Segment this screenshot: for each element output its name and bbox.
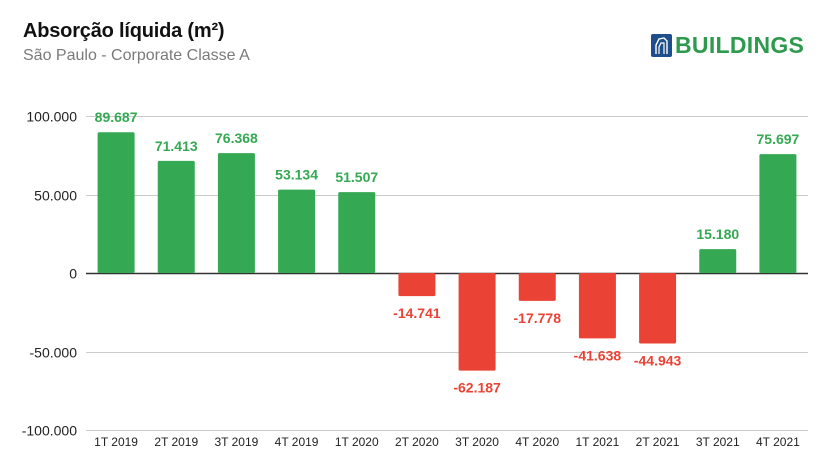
x-tick-label: 1T 2019: [94, 435, 138, 449]
bar: [398, 273, 436, 297]
bar: [518, 273, 556, 301]
data-label: 75.697: [757, 131, 800, 147]
bar: [639, 273, 677, 344]
bar: [458, 273, 496, 371]
data-label: -62.187: [453, 380, 501, 396]
x-axis: 1T 2019 2T 2019 3T 2019 4T 2019 1T 2020 2T 20…: [94, 435, 800, 449]
bars: [97, 132, 797, 371]
data-label: 53.134: [275, 167, 318, 183]
brand-name: BUILDINGS: [675, 32, 805, 58]
data-label: 15.180: [696, 226, 739, 242]
y-tick-label: 100.000: [26, 109, 77, 125]
bar: [97, 132, 135, 273]
x-tick-label: 2T 2019: [154, 435, 198, 449]
x-tick-label: 4T 2020: [515, 435, 559, 449]
data-label: 51.507: [335, 169, 378, 185]
y-tick-label: -100.000: [22, 423, 77, 439]
bar: [699, 249, 737, 273]
data-label: 76.368: [215, 130, 258, 146]
y-tick-label: 50.000: [34, 188, 77, 204]
bar: [157, 160, 195, 273]
bar: [217, 153, 255, 273]
y-tick-label: -50.000: [30, 345, 78, 361]
x-tick-label: 4T 2021: [756, 435, 800, 449]
bar: [278, 189, 316, 273]
x-tick-label: 2T 2020: [395, 435, 439, 449]
brand-logo: BUILDINGS: [651, 34, 804, 57]
data-label: 71.413: [155, 138, 198, 154]
y-tick-label: 0: [69, 266, 77, 282]
x-tick-label: 2T 2021: [636, 435, 680, 449]
chart-subtitle: São Paulo - Corporate Classe A: [23, 47, 250, 64]
x-tick-label: 3T 2019: [215, 435, 259, 449]
x-tick-label: 1T 2020: [335, 435, 379, 449]
building-icon: [651, 34, 672, 57]
bar: [759, 154, 797, 273]
chart-title: Absorção líquida (m²): [23, 20, 225, 42]
x-tick-label: 3T 2021: [696, 435, 740, 449]
y-axis: 100.000 50.000 0 -50.000 -100.000: [22, 109, 77, 439]
gridlines: [86, 116, 808, 431]
data-labels: 89.687 71.413 76.368 53.134 51.507 -14.741 -62…: [95, 109, 800, 395]
data-label: -41.638: [574, 347, 622, 363]
data-label: -44.943: [634, 353, 682, 369]
bar: [338, 192, 376, 273]
x-tick-label: 4T 2019: [275, 435, 319, 449]
x-tick-label: 1T 2021: [576, 435, 620, 449]
data-label: -17.778: [514, 310, 562, 326]
data-label: 89.687: [95, 109, 138, 125]
data-label: -14.741: [393, 305, 441, 321]
bar: [578, 273, 616, 339]
x-tick-label: 3T 2020: [455, 435, 499, 449]
